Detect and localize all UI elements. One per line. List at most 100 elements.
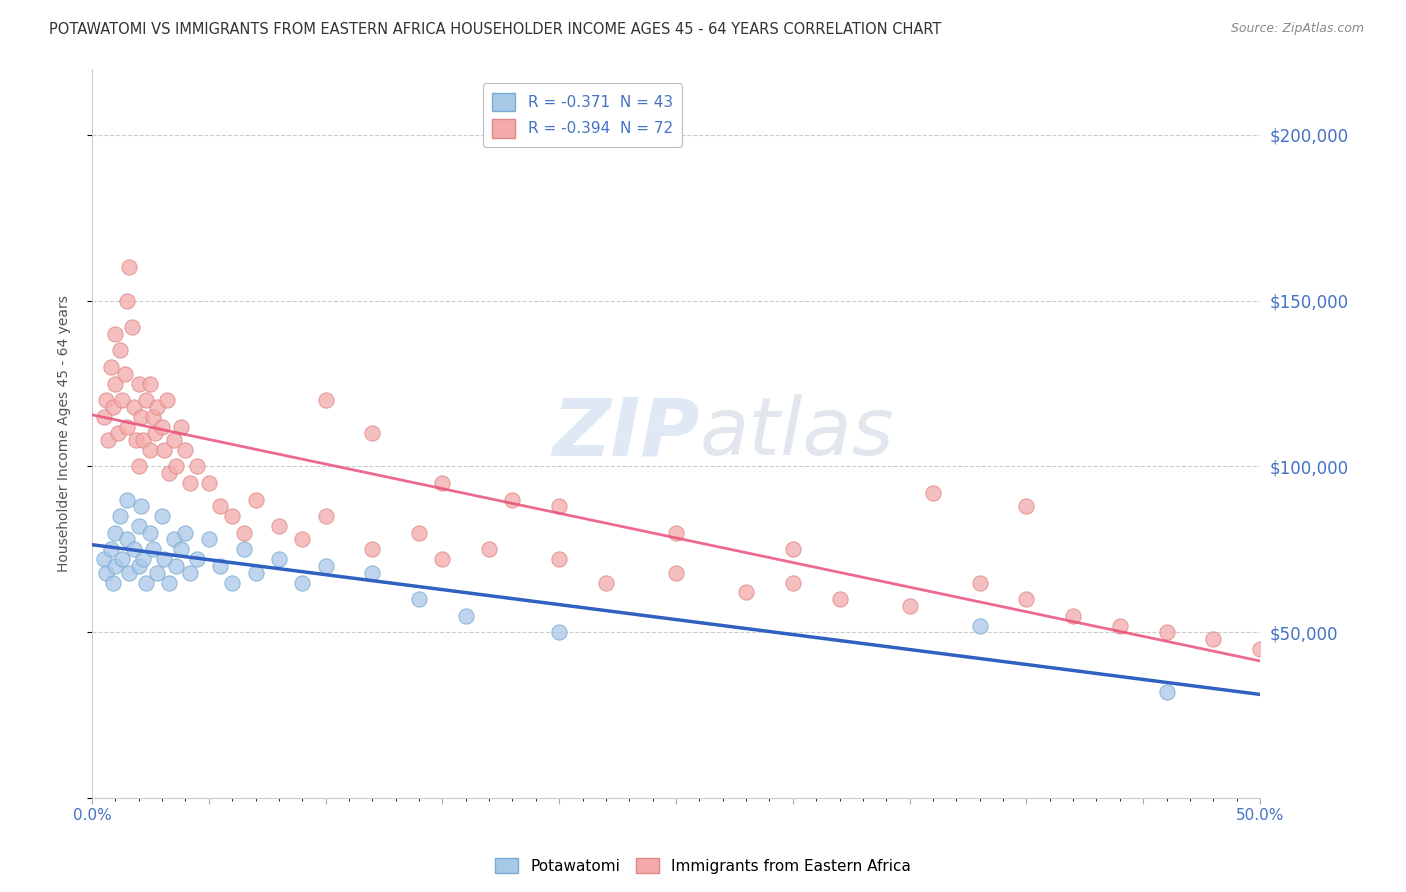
Point xyxy=(115,533,138,547)
Point xyxy=(1108,618,1130,632)
Point xyxy=(128,376,150,391)
Point xyxy=(128,519,150,533)
Point xyxy=(156,393,179,408)
Point xyxy=(142,409,165,424)
Point xyxy=(828,592,851,607)
Point xyxy=(478,542,501,557)
Point xyxy=(101,400,124,414)
Point xyxy=(1156,625,1178,640)
Point xyxy=(165,459,187,474)
Point xyxy=(153,442,176,457)
Point xyxy=(132,433,155,447)
Point xyxy=(221,509,243,524)
Legend: Potawatomi, Immigrants from Eastern Africa: Potawatomi, Immigrants from Eastern Afri… xyxy=(489,852,917,880)
Point xyxy=(135,393,157,408)
Point xyxy=(501,492,523,507)
Point xyxy=(115,293,138,308)
Point xyxy=(245,492,267,507)
Point xyxy=(198,533,221,547)
Point xyxy=(665,566,688,580)
Point xyxy=(315,393,337,408)
Point xyxy=(118,260,141,275)
Point xyxy=(186,552,208,566)
Point xyxy=(165,558,187,573)
Point xyxy=(221,575,243,590)
Point xyxy=(94,393,117,408)
Point xyxy=(104,558,127,573)
Point xyxy=(129,500,152,514)
Point xyxy=(163,533,186,547)
Text: POTAWATOMI VS IMMIGRANTS FROM EASTERN AFRICA HOUSEHOLDER INCOME AGES 45 - 64 YEA: POTAWATOMI VS IMMIGRANTS FROM EASTERN AF… xyxy=(49,22,942,37)
Point xyxy=(1015,592,1038,607)
Point xyxy=(898,599,921,613)
Point xyxy=(128,459,150,474)
Point xyxy=(104,376,127,391)
Point xyxy=(408,592,430,607)
Point xyxy=(1156,685,1178,699)
Point xyxy=(1062,608,1084,623)
Point xyxy=(209,500,232,514)
Point xyxy=(93,409,115,424)
Point xyxy=(408,525,430,540)
Point xyxy=(100,359,122,374)
Point xyxy=(139,442,162,457)
Point xyxy=(361,426,384,441)
Point xyxy=(1015,500,1038,514)
Point xyxy=(115,492,138,507)
Point xyxy=(101,575,124,590)
Point xyxy=(782,575,804,590)
Point xyxy=(174,525,197,540)
Point xyxy=(548,625,571,640)
Point xyxy=(122,542,145,557)
Point xyxy=(969,575,991,590)
Point xyxy=(94,566,117,580)
Point xyxy=(454,608,477,623)
Text: Source: ZipAtlas.com: Source: ZipAtlas.com xyxy=(1230,22,1364,36)
Point xyxy=(548,500,571,514)
Point xyxy=(139,376,162,391)
Point xyxy=(139,525,162,540)
Point xyxy=(97,433,120,447)
Point xyxy=(108,343,131,358)
Point xyxy=(174,442,197,457)
Point xyxy=(179,476,201,491)
Point xyxy=(118,566,141,580)
Point xyxy=(315,558,337,573)
Point xyxy=(104,326,127,341)
Text: atlas: atlas xyxy=(699,394,894,472)
Point xyxy=(107,426,129,441)
Point xyxy=(157,575,180,590)
Point xyxy=(150,509,173,524)
Point xyxy=(1202,632,1225,646)
Point xyxy=(104,525,127,540)
Point xyxy=(186,459,208,474)
Point xyxy=(150,419,173,434)
Y-axis label: Householder Income Ages 45 - 64 years: Householder Income Ages 45 - 64 years xyxy=(58,295,72,572)
Point xyxy=(129,409,152,424)
Point xyxy=(735,585,758,599)
Point xyxy=(163,433,186,447)
Point xyxy=(179,566,201,580)
Point xyxy=(432,476,454,491)
Point xyxy=(128,558,150,573)
Point xyxy=(157,466,180,480)
Point xyxy=(198,476,221,491)
Point xyxy=(111,552,134,566)
Point xyxy=(114,367,136,381)
Point xyxy=(209,558,232,573)
Point xyxy=(100,542,122,557)
Point xyxy=(146,400,169,414)
Point xyxy=(135,575,157,590)
Point xyxy=(267,552,290,566)
Point xyxy=(291,533,314,547)
Point xyxy=(115,419,138,434)
Point xyxy=(361,566,384,580)
Point xyxy=(782,542,804,557)
Point xyxy=(122,400,145,414)
Point xyxy=(170,419,193,434)
Point xyxy=(146,566,169,580)
Point xyxy=(922,486,945,500)
Point xyxy=(121,320,143,334)
Point xyxy=(108,509,131,524)
Point xyxy=(125,433,148,447)
